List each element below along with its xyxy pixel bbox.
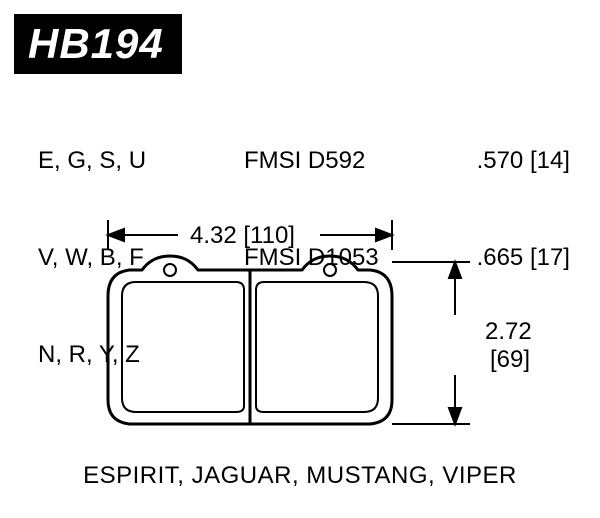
width-dimension: 4.32 [110] — [190, 222, 295, 250]
code-line: E, G, S, U — [38, 145, 146, 177]
thickness-line: .570 [14] — [477, 145, 570, 177]
part-number-badge: HB194 — [14, 14, 182, 74]
brake-pad-diagram: 4.32 [110] 2.72 [69] — [0, 200, 600, 460]
fmsi-line: FMSI D592 — [244, 145, 379, 177]
height-dimension-in: 2.72 — [485, 318, 532, 346]
height-dimension-mm: [69] — [490, 346, 530, 374]
applications-list: ESPIRIT, JAGUAR, MUSTANG, VIPER — [0, 462, 600, 490]
